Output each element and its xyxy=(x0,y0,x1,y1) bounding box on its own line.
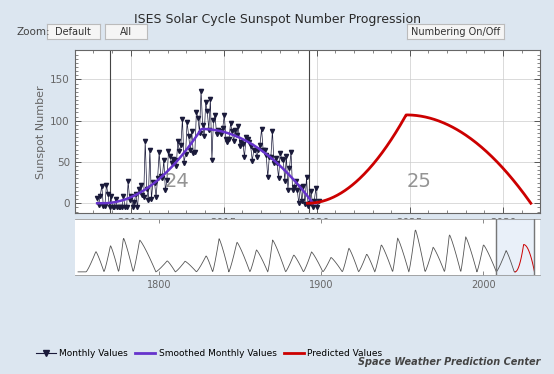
Legend: Monthly Values, Smoothed Monthly Values, Predicted Values: Monthly Values, Smoothed Monthly Values,… xyxy=(32,346,386,362)
Bar xyxy=(496,219,535,275)
Text: ISES Solar Cycle Sunspot Number Progression: ISES Solar Cycle Sunspot Number Progress… xyxy=(134,13,420,26)
Text: 25: 25 xyxy=(407,172,432,191)
Y-axis label: Sunspot Number: Sunspot Number xyxy=(36,85,46,179)
Text: All: All xyxy=(120,27,132,37)
Text: Zoom:: Zoom: xyxy=(17,27,50,37)
Text: Space Weather Prediction Center: Space Weather Prediction Center xyxy=(358,356,540,367)
Text: 24: 24 xyxy=(165,172,189,191)
Text: Default: Default xyxy=(55,27,91,37)
X-axis label: Universal Time: Universal Time xyxy=(266,232,349,242)
Text: Numbering On/Off: Numbering On/Off xyxy=(411,27,500,37)
